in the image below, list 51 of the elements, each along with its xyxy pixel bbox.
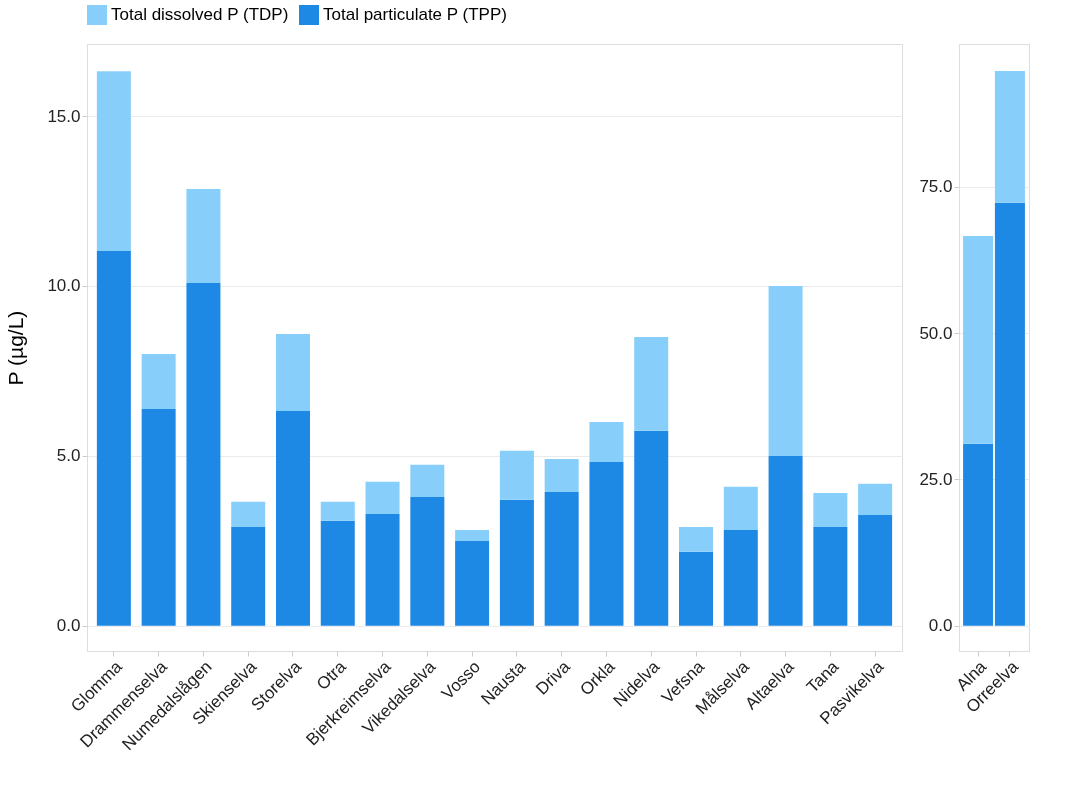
bar — [723, 530, 758, 626]
bar — [589, 462, 624, 626]
bar — [994, 70, 1025, 203]
legend-label: Total particulate P (TPP) — [323, 5, 507, 24]
bar — [634, 336, 669, 431]
y-tick-label: 15.0 — [47, 106, 81, 126]
bar — [589, 421, 624, 463]
y-tick-label: 0.0 — [56, 616, 81, 636]
bar — [186, 189, 221, 283]
bar — [499, 499, 534, 626]
bar — [994, 202, 1025, 626]
bar — [544, 458, 579, 492]
bar — [275, 333, 310, 412]
bar — [231, 501, 266, 527]
bar — [679, 551, 714, 626]
legend-label: Total dissolved P (TDP) — [111, 5, 289, 24]
bar — [544, 491, 579, 626]
y-axis-title: P (µg/L) — [4, 310, 28, 386]
bar — [813, 526, 848, 626]
y-tick-label: 10.0 — [47, 276, 81, 296]
y-tick-label: 5.0 — [56, 446, 81, 466]
bar — [410, 497, 445, 626]
bar — [455, 540, 490, 626]
bar — [365, 481, 400, 515]
bar — [365, 514, 400, 626]
bar — [141, 409, 176, 626]
bar — [963, 235, 994, 444]
bar — [723, 486, 758, 531]
y-tick-label: 75.0 — [919, 177, 953, 197]
bar — [320, 520, 355, 626]
bar — [963, 443, 994, 626]
bar — [410, 464, 445, 498]
bar — [499, 450, 534, 500]
bar — [813, 492, 848, 527]
y-tick-label: 50.0 — [919, 323, 953, 343]
bar — [858, 515, 893, 626]
y-tick-label: 0.0 — [928, 616, 953, 636]
bar — [231, 526, 266, 626]
bar — [858, 483, 893, 516]
bar — [186, 282, 221, 626]
bar — [275, 411, 310, 626]
bar — [96, 71, 131, 251]
bar — [634, 430, 669, 626]
bar — [96, 250, 131, 626]
bar — [768, 455, 803, 626]
bar — [679, 526, 714, 552]
bar — [320, 501, 355, 521]
y-tick-label: 25.0 — [919, 469, 953, 489]
bar — [455, 530, 490, 541]
bar — [141, 353, 176, 410]
bar — [768, 285, 803, 456]
